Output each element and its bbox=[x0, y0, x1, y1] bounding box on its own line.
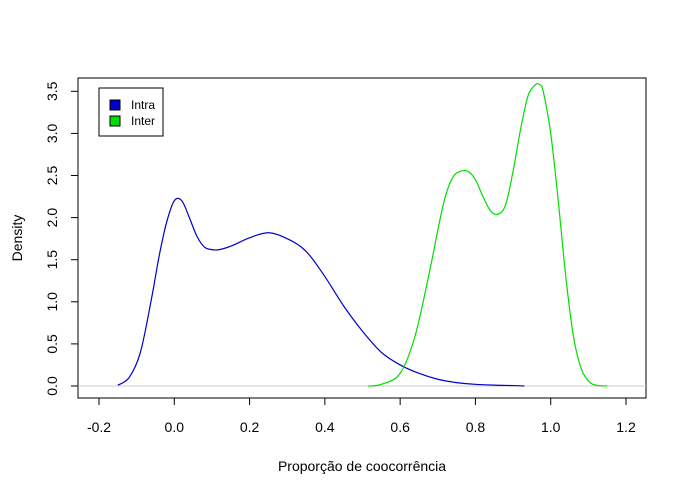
x-tick-label: 0.4 bbox=[315, 419, 335, 435]
y-tick-label: 0.5 bbox=[44, 334, 60, 354]
x-tick-label: 0.0 bbox=[165, 419, 185, 435]
legend-box bbox=[98, 87, 164, 137]
y-tick-label: 2.0 bbox=[44, 208, 60, 228]
y-tick-label: 0.0 bbox=[44, 376, 60, 396]
series-line-intra bbox=[117, 197, 525, 387]
x-tick-label: 1.2 bbox=[616, 419, 636, 435]
x-axis: -0.2 0.0 0.2 0.4 0.6 0.8 1.0 1.2 bbox=[87, 397, 636, 435]
y-tick-label: 1.0 bbox=[44, 292, 60, 312]
legend-swatch-intra bbox=[109, 99, 121, 111]
series-layer bbox=[117, 82, 608, 387]
x-axis-title: Proporção de coocorrência bbox=[278, 458, 446, 474]
x-tick-label: 0.8 bbox=[466, 419, 486, 435]
x-tick-label: 1.0 bbox=[541, 419, 561, 435]
x-tick-label: 0.2 bbox=[240, 419, 260, 435]
legend-label-inter: Inter bbox=[131, 114, 155, 128]
y-tick-label: 2.5 bbox=[44, 166, 60, 186]
legend-swatch-inter bbox=[109, 115, 121, 127]
legend-label-intra: Intra bbox=[131, 98, 155, 112]
y-axis-title: Density bbox=[9, 215, 25, 262]
y-tick-label: 3.0 bbox=[44, 123, 60, 143]
series-line-inter bbox=[368, 82, 608, 387]
x-tick-label: 0.6 bbox=[390, 419, 410, 435]
y-axis: 0.0 0.5 1.0 1.5 2.0 2.5 3.0 3.5 bbox=[44, 81, 79, 396]
x-tick-label: -0.2 bbox=[87, 419, 111, 435]
y-tick-label: 1.5 bbox=[44, 250, 60, 270]
legend: Intra Inter bbox=[98, 87, 164, 137]
y-tick-label: 3.5 bbox=[44, 81, 60, 101]
